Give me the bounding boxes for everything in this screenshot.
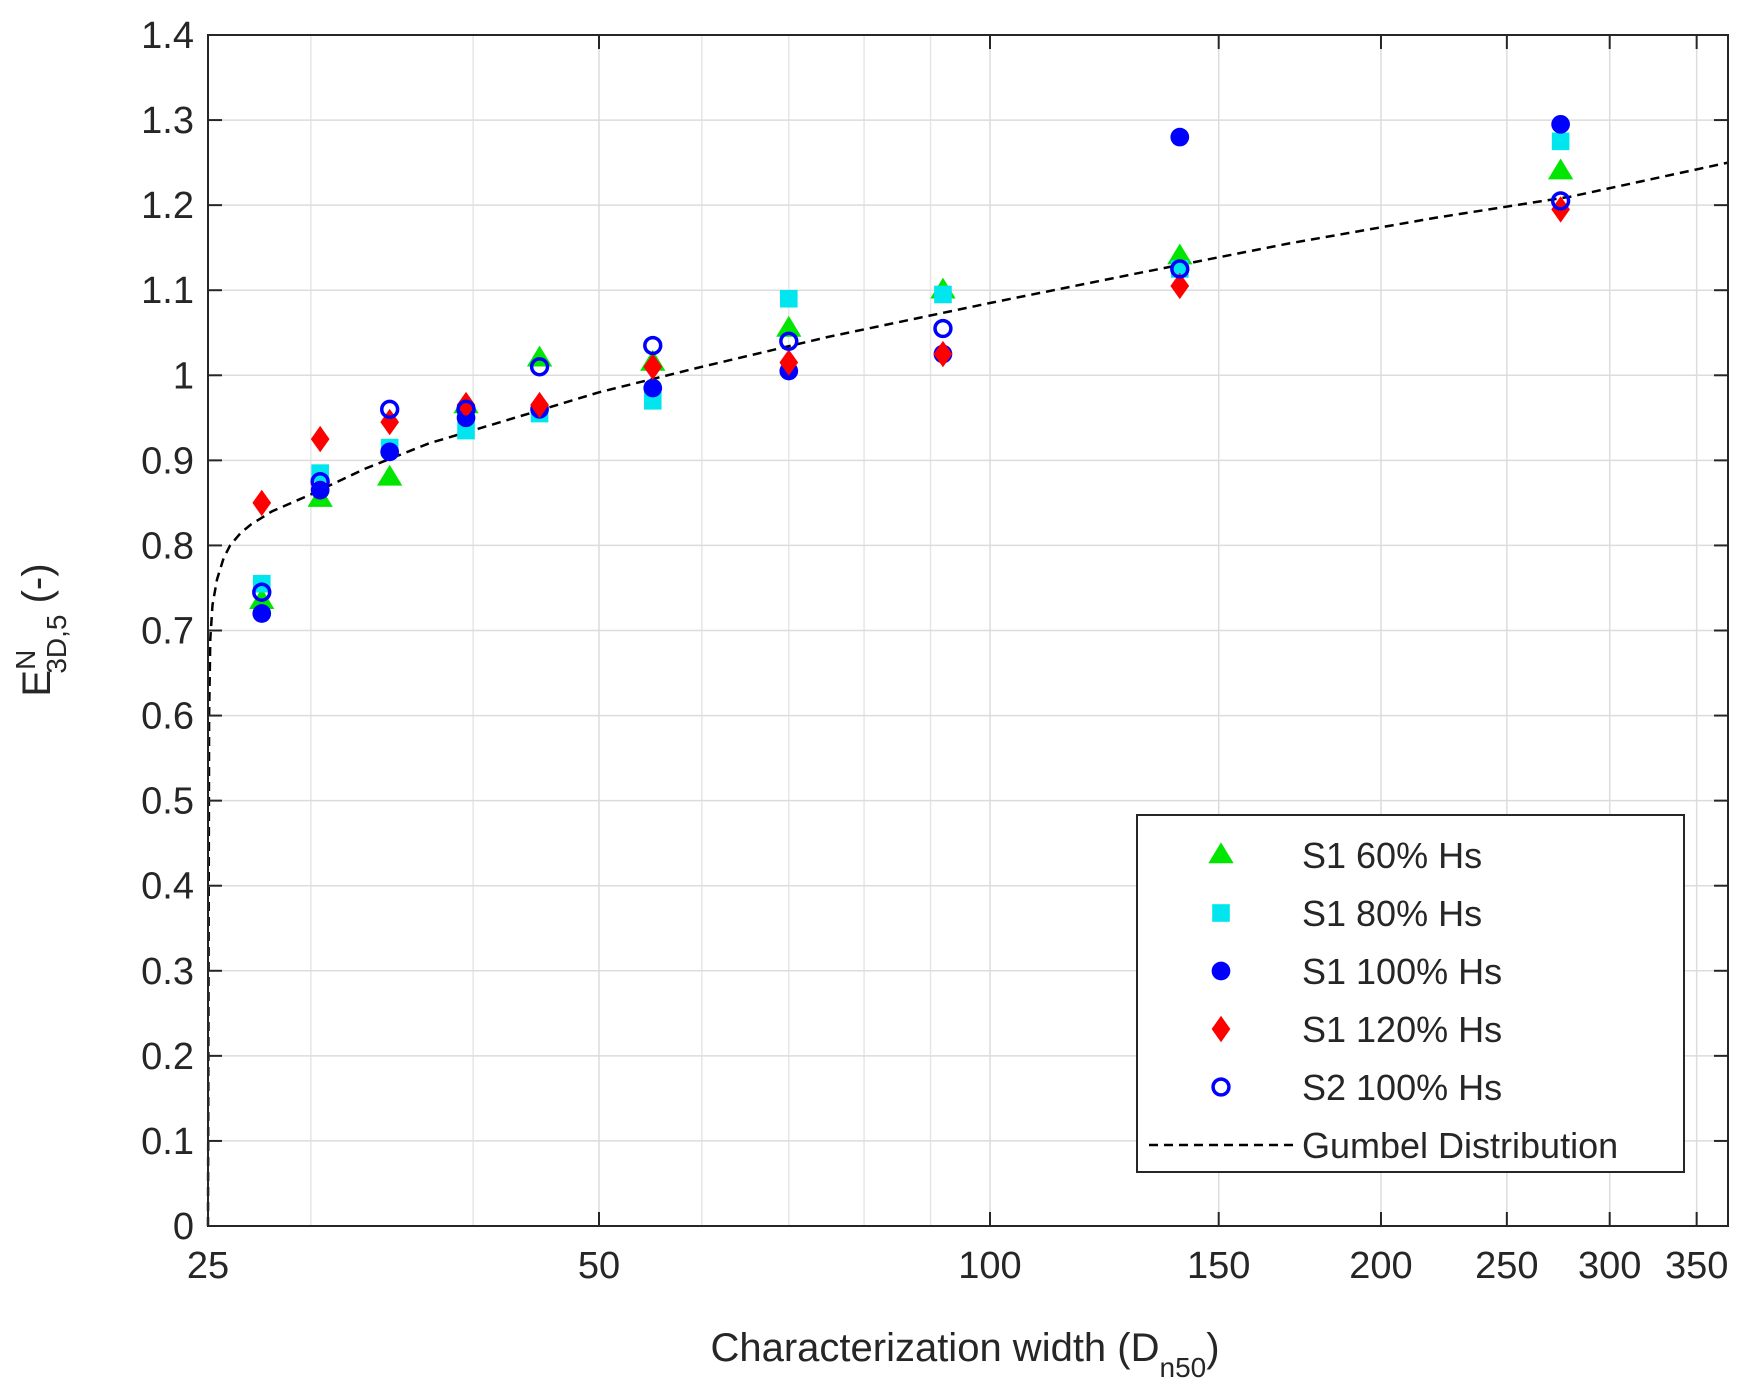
y-tick-label: 0.8 [141, 525, 194, 567]
point-s1-60-hs [776, 315, 802, 337]
point-s1-60-hs [377, 464, 403, 486]
point-s1-120-hs [252, 489, 272, 517]
x-tick-label: 300 [1578, 1245, 1641, 1287]
point-s1-100-hs [643, 378, 663, 398]
point-s2-100-hs [1170, 259, 1190, 279]
point-s1-120-hs [456, 391, 476, 419]
legend-label: S1 120% Hs [1302, 1009, 1502, 1050]
y-tick-label: 0.7 [141, 611, 194, 653]
gumbel-curve [206, 161, 1729, 1227]
legend: S1 60% Hs S1 80% Hs S1 100% Hs S1 120% Hs S2… [1136, 814, 1685, 1173]
y-tick-label: 0.3 [141, 951, 194, 993]
point-s1-80-hs [1551, 132, 1570, 151]
x-label-subscript: n50 [1160, 1352, 1207, 1383]
point-s2-100-hs [252, 582, 272, 602]
x-tick-label: 150 [1187, 1245, 1250, 1287]
point-s1-80-hs [779, 289, 798, 308]
x-tick-label: 200 [1349, 1245, 1412, 1287]
point-s1-80-hs [934, 285, 952, 304]
legend-label: S2 100% Hs [1302, 1067, 1502, 1108]
y-tick-label: 0.6 [141, 696, 194, 738]
x-tick-label: 350 [1665, 1245, 1728, 1287]
x-tick-label: 250 [1475, 1245, 1538, 1287]
legend-box [1136, 814, 1685, 1173]
legend-label: S1 80% Hs [1302, 893, 1482, 934]
y-tick-label: 1.4 [141, 15, 194, 57]
y-tick-label: 0.4 [141, 866, 194, 908]
legend-label: S1 60% Hs [1302, 835, 1482, 876]
point-s1-120-hs [933, 340, 953, 368]
point-s2-100-hs [643, 335, 663, 356]
point-s2-100-hs [933, 318, 953, 339]
y-label-superscript: N [10, 650, 41, 670]
y-tick-label: 0.1 [141, 1121, 194, 1163]
legend-marker [1211, 1077, 1231, 1097]
point-s2-100-hs [529, 357, 550, 377]
y-tick-label: 1 [173, 355, 194, 397]
legend-marker [1211, 961, 1231, 981]
point-s1-100-hs [380, 442, 400, 462]
x-axis-label: Characterization width (Dn50) [710, 1326, 1219, 1383]
point-s2-100-hs [310, 471, 330, 492]
point-s1-80-hs [643, 392, 662, 410]
x-tick-label: 100 [958, 1245, 1021, 1287]
axis-ticks: 25 50 100 150 200 250 300 350 0 0.1 0.2 0.3 0.4 0.5 0.… [141, 15, 1728, 1287]
x-tick-label: 25 [187, 1245, 229, 1287]
y-tick-label: 1.2 [141, 185, 194, 227]
x-label-close: ) [1206, 1326, 1219, 1370]
y-label-base: E [15, 670, 59, 697]
y-tick-label: 0.9 [141, 440, 194, 482]
legend-marker [1211, 1015, 1231, 1043]
y-tick-label: 0 [173, 1206, 194, 1248]
x-tick-label: 50 [578, 1245, 620, 1287]
point-s1-100-hs [252, 604, 272, 623]
curve-layer [206, 161, 1729, 1227]
legend-marker [1208, 842, 1234, 864]
point-s1-120-hs [530, 391, 549, 419]
y-tick-label: 0.2 [141, 1036, 194, 1078]
y-tick-label: 1.1 [141, 270, 194, 312]
y-axis-label: EN3D,5 (-) [10, 563, 72, 696]
x-label-main: Characterization width (D [710, 1326, 1159, 1370]
point-s1-60-hs [1547, 158, 1574, 180]
point-s1-120-hs [779, 349, 799, 376]
point-s1-100-hs [1551, 114, 1570, 134]
point-s1-80-hs [457, 421, 475, 440]
point-s1-120-hs [310, 425, 330, 453]
point-s1-100-hs [1170, 127, 1190, 147]
point-s2-100-hs [456, 399, 476, 419]
legend-label: Gumbel Distribution [1302, 1125, 1618, 1166]
point-s1-120-hs [1170, 272, 1190, 300]
point-s2-100-hs [779, 331, 799, 351]
y-tick-label: 0.5 [141, 781, 194, 823]
point-s1-60-hs [1167, 243, 1193, 265]
legend-label: S1 100% Hs [1302, 951, 1502, 992]
y-tick-label: 1.3 [141, 100, 194, 142]
point-s2-100-hs [380, 399, 400, 419]
point-s2-100-hs [1550, 191, 1571, 211]
y-label-subscript: 3D,5 [41, 615, 72, 674]
point-s1-120-hs [643, 353, 663, 380]
y-label-unit: (-) [15, 563, 59, 614]
data-points [249, 114, 1574, 623]
legend-marker [1212, 904, 1230, 922]
